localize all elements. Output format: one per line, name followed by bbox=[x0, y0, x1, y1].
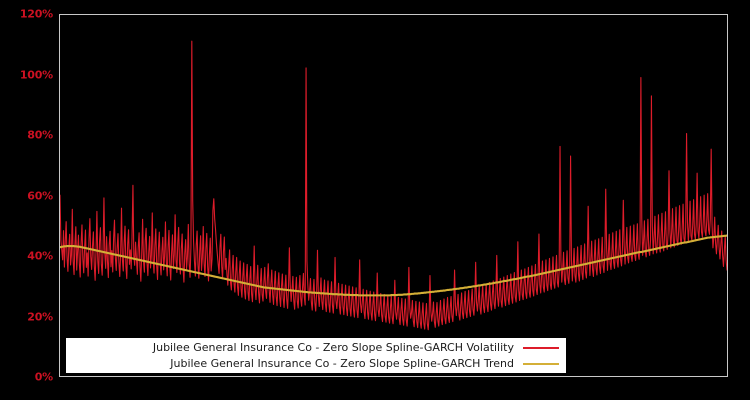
legend-swatch-volatility bbox=[523, 346, 559, 349]
legend-entry-trend: Jubilee General Insurance Co - Zero Slop… bbox=[67, 356, 565, 372]
chart-legend: Jubilee General Insurance Co - Zero Slop… bbox=[66, 338, 566, 373]
y-tick-label: 120% bbox=[19, 7, 53, 21]
legend-entry-volatility: Jubilee General Insurance Co - Zero Slop… bbox=[67, 340, 565, 356]
y-axis-tick-labels: 0% 20% 40% 60% 80% 100% 120% bbox=[0, 0, 53, 400]
y-tick-label: 20% bbox=[27, 310, 53, 323]
trend-line bbox=[60, 236, 727, 296]
y-tick-label: 40% bbox=[27, 249, 53, 263]
plot-area bbox=[59, 14, 728, 377]
y-tick-label: 100% bbox=[19, 68, 53, 81]
plot-svg bbox=[60, 15, 727, 376]
legend-label-volatility: Jubilee General Insurance Co - Zero Slop… bbox=[152, 340, 514, 354]
legend-label-trend: Jubilee General Insurance Co - Zero Slop… bbox=[170, 356, 514, 370]
y-tick-label: 0% bbox=[34, 370, 53, 384]
y-tick-label: 80% bbox=[27, 128, 53, 142]
y-tick-label: 60% bbox=[27, 189, 53, 202]
volatility-line bbox=[60, 41, 727, 330]
legend-swatch-trend bbox=[523, 362, 559, 365]
